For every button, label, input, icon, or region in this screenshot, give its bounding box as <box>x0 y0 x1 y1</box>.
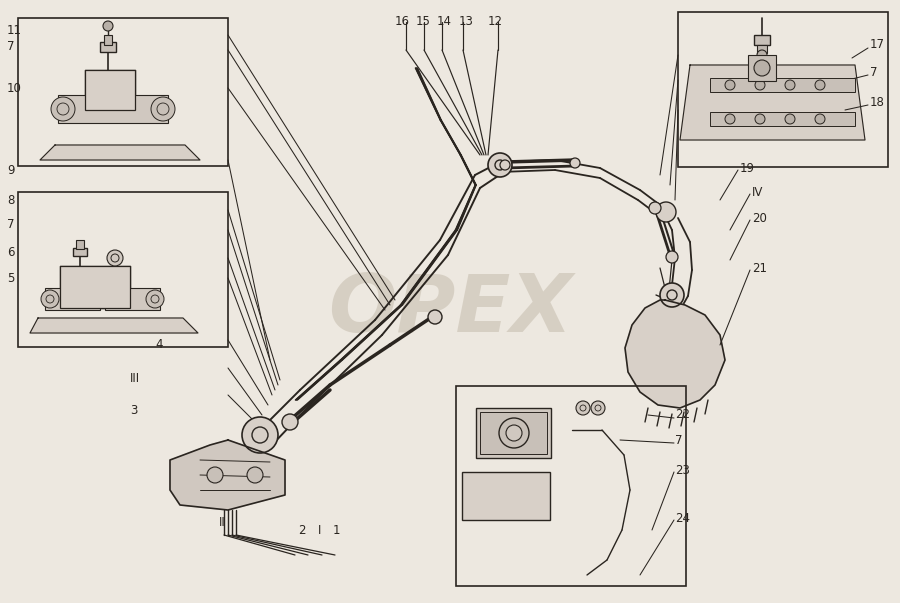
Bar <box>678 12 888 167</box>
Polygon shape <box>40 145 200 160</box>
Bar <box>476 408 551 458</box>
Circle shape <box>51 97 75 121</box>
Bar <box>85 70 135 110</box>
Text: 18: 18 <box>870 95 885 109</box>
Text: 20: 20 <box>752 212 767 224</box>
Text: 24: 24 <box>675 511 690 525</box>
Text: I: I <box>319 524 321 537</box>
Circle shape <box>591 401 605 415</box>
Circle shape <box>570 158 580 168</box>
Circle shape <box>576 401 590 415</box>
Circle shape <box>506 425 522 441</box>
Text: 5: 5 <box>7 271 14 285</box>
Text: 9: 9 <box>7 163 14 177</box>
Circle shape <box>660 283 684 307</box>
Text: 7: 7 <box>870 66 878 78</box>
Polygon shape <box>30 318 198 333</box>
Bar <box>105 288 160 310</box>
Text: 11: 11 <box>7 24 22 37</box>
Text: 22: 22 <box>675 408 690 421</box>
Circle shape <box>499 418 529 448</box>
Bar <box>100 42 116 52</box>
Text: 12: 12 <box>488 15 502 28</box>
Circle shape <box>815 80 825 90</box>
Text: 4: 4 <box>155 338 163 352</box>
Bar <box>18 18 228 166</box>
Circle shape <box>207 467 223 483</box>
Circle shape <box>785 114 795 124</box>
Text: 6: 6 <box>7 247 14 259</box>
Text: 23: 23 <box>675 464 690 476</box>
Text: 16: 16 <box>394 15 410 28</box>
Bar <box>76 240 84 249</box>
Circle shape <box>755 114 765 124</box>
Bar <box>480 412 547 454</box>
Circle shape <box>725 114 735 124</box>
Circle shape <box>725 80 735 90</box>
Text: 15: 15 <box>416 15 430 28</box>
Circle shape <box>101 290 119 308</box>
Text: ОРЕХ: ОРЕХ <box>328 271 572 349</box>
Text: 17: 17 <box>870 39 885 51</box>
Polygon shape <box>680 65 865 140</box>
Circle shape <box>146 290 164 308</box>
Circle shape <box>242 417 278 453</box>
Bar <box>58 95 168 123</box>
Text: 3: 3 <box>130 403 138 417</box>
Circle shape <box>815 114 825 124</box>
Text: 10: 10 <box>7 81 22 95</box>
Text: 21: 21 <box>752 262 767 274</box>
Text: 13: 13 <box>459 15 473 28</box>
Circle shape <box>755 80 765 90</box>
Text: III: III <box>130 371 140 385</box>
Text: 7: 7 <box>7 40 14 54</box>
Bar <box>710 78 855 92</box>
Text: II: II <box>219 516 225 529</box>
Text: 7: 7 <box>675 434 682 446</box>
Bar <box>60 266 130 308</box>
Circle shape <box>107 250 123 266</box>
Circle shape <box>757 50 767 60</box>
Circle shape <box>103 21 113 31</box>
Bar <box>757 45 767 53</box>
Bar <box>754 35 770 45</box>
Text: 8: 8 <box>7 194 14 206</box>
Circle shape <box>488 153 512 177</box>
Text: 1: 1 <box>332 524 340 537</box>
Circle shape <box>247 467 263 483</box>
Circle shape <box>656 202 676 222</box>
Bar <box>462 472 550 520</box>
Circle shape <box>500 160 510 170</box>
Circle shape <box>754 60 770 76</box>
Polygon shape <box>625 300 725 408</box>
Polygon shape <box>170 440 285 510</box>
Text: 2: 2 <box>298 524 306 537</box>
Circle shape <box>649 202 661 214</box>
Circle shape <box>86 290 104 308</box>
Bar <box>710 112 855 126</box>
Text: 7: 7 <box>7 218 14 232</box>
Bar <box>18 192 228 347</box>
Text: 19: 19 <box>740 162 755 174</box>
Bar <box>45 288 100 310</box>
Circle shape <box>41 290 59 308</box>
Circle shape <box>785 80 795 90</box>
Circle shape <box>428 310 442 324</box>
Bar <box>748 55 776 81</box>
Circle shape <box>666 251 678 263</box>
Bar <box>73 248 87 256</box>
Text: IV: IV <box>752 186 763 198</box>
Circle shape <box>151 97 175 121</box>
Bar <box>104 35 112 45</box>
Text: 14: 14 <box>436 15 452 28</box>
Circle shape <box>282 414 298 430</box>
Bar <box>456 386 686 586</box>
